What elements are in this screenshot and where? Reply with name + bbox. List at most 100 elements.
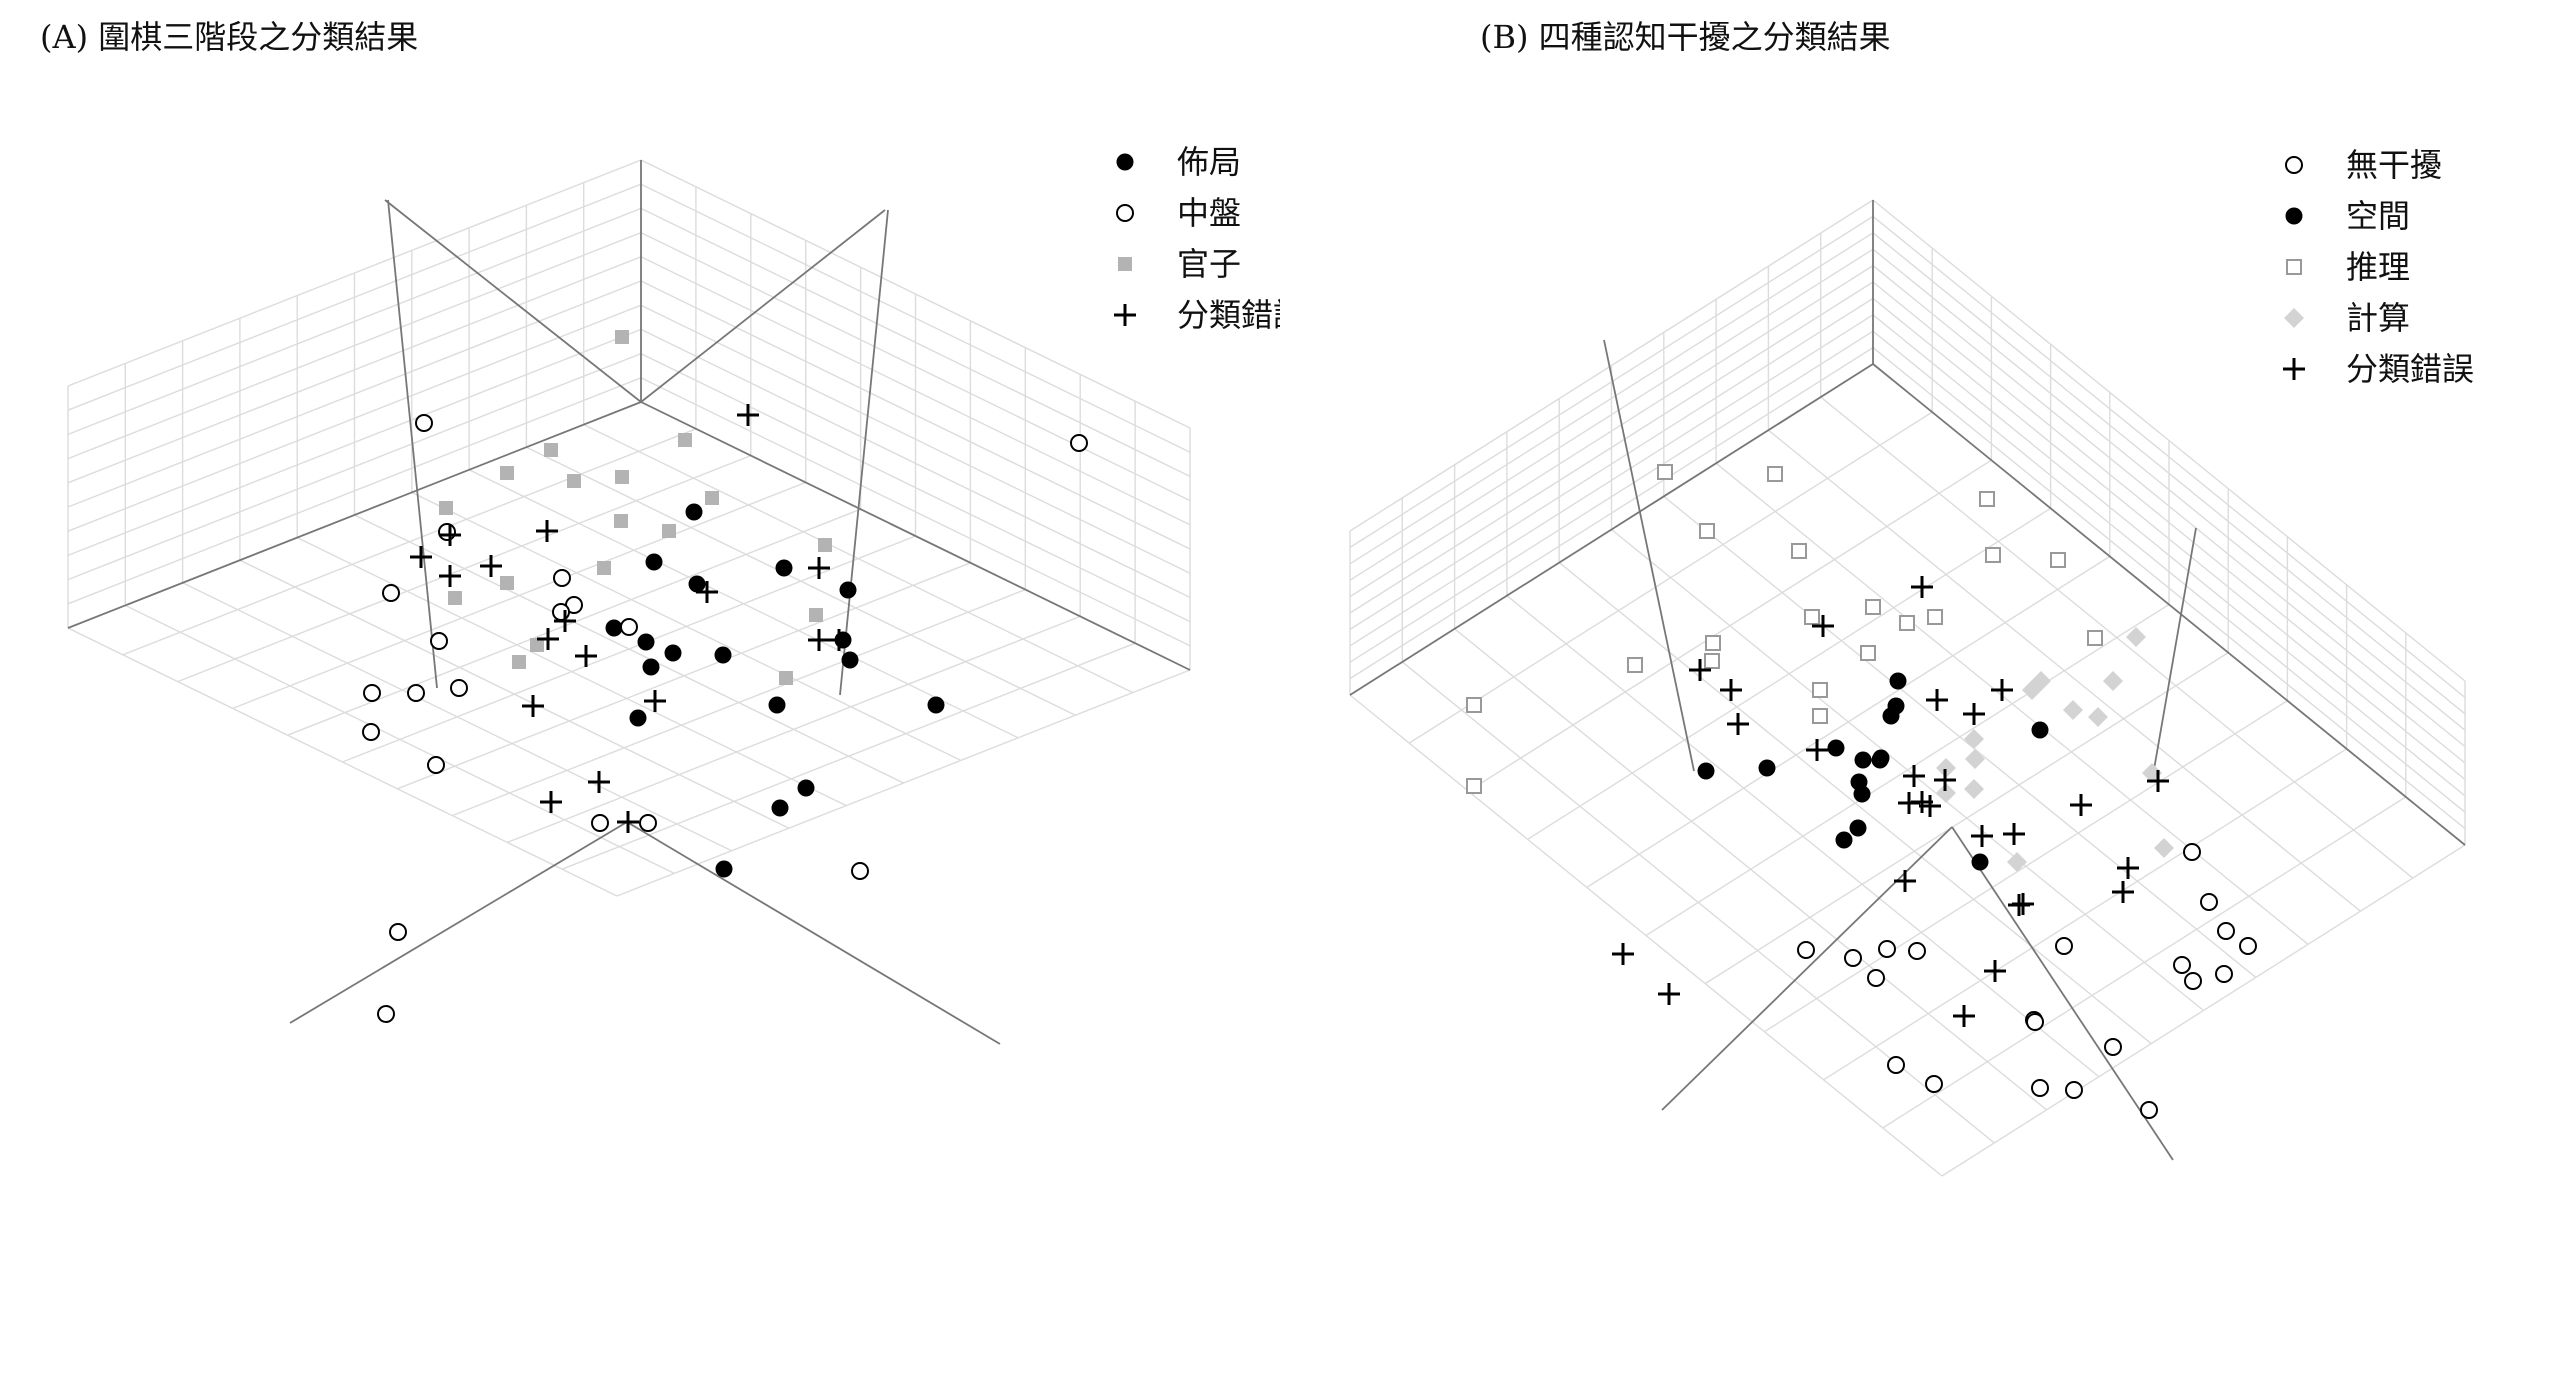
data-point: [614, 514, 628, 528]
data-point: [2063, 700, 2083, 720]
data-point: [1812, 708, 1828, 724]
data-point: [430, 632, 448, 650]
data-point: [1797, 941, 1815, 959]
axis-line: [67, 401, 642, 629]
data-point: [362, 723, 380, 741]
data-point: [688, 575, 706, 593]
data-point: [1882, 707, 1900, 725]
data-point: [662, 524, 676, 538]
data-point: [552, 603, 570, 621]
data-point: [450, 679, 468, 697]
data-point: [382, 584, 400, 602]
data-point: [2103, 671, 2123, 691]
data-point: [1953, 1005, 1975, 1027]
data-point: [1827, 739, 1845, 757]
data-point: [809, 608, 823, 622]
data-point: [1697, 762, 1715, 780]
data-point: [2200, 893, 2218, 911]
data-point: [1758, 759, 1776, 777]
legend-marker: [1116, 204, 1134, 222]
axis-line: [2151, 527, 2197, 782]
legend-marker: [1116, 153, 1134, 171]
grid-line: [640, 159, 1191, 429]
grid-line: [124, 604, 675, 875]
data-point: [1898, 792, 1920, 814]
data-point: [678, 433, 692, 447]
data-point: [2173, 956, 2191, 974]
data-point: [1812, 682, 1828, 698]
grid-line: [1823, 748, 2347, 1081]
data-point: [2087, 630, 2103, 646]
data-point: [1806, 739, 1828, 761]
grid-line: [616, 669, 1191, 897]
legend-marker: [2284, 308, 2304, 328]
data-point: [1854, 751, 1872, 769]
data-points: [1466, 464, 2257, 1119]
data-point: [768, 696, 786, 714]
axis-line: [384, 199, 642, 403]
data-point: [737, 404, 759, 426]
axis-line: [387, 199, 438, 689]
grid-line: [67, 207, 642, 436]
grid-line: [67, 627, 618, 897]
data-point: [705, 491, 719, 505]
data-point: [553, 569, 571, 587]
data-point: [1927, 609, 1943, 625]
data-point: [2184, 972, 2202, 990]
data-point: [1985, 547, 2001, 563]
data-point: [1867, 969, 1885, 987]
data-point: [715, 860, 733, 878]
data-point: [591, 814, 609, 832]
data-point: [438, 523, 456, 541]
data-point: [1767, 466, 1783, 482]
data-point: [544, 443, 558, 457]
data-point: [363, 684, 381, 702]
legend-label: 中盤: [1177, 194, 1241, 232]
legend-marker: [2283, 358, 2305, 380]
data-point: [1704, 653, 1720, 669]
data-point: [1971, 853, 1989, 871]
data-point: [1963, 703, 1985, 725]
data-point: [828, 629, 850, 651]
data-point: [2003, 823, 2025, 845]
axis-line: [1951, 826, 2174, 1161]
data-point: [645, 553, 663, 571]
data-point: [1971, 825, 1993, 847]
data-point: [2126, 627, 2146, 647]
grid-line: [640, 231, 1191, 502]
data-point: [2088, 707, 2108, 727]
data-point: [841, 651, 859, 669]
data-point: [615, 330, 629, 344]
data-point: [1727, 713, 1749, 735]
data-point: [427, 756, 445, 774]
data-point: [1070, 434, 1088, 452]
data-point: [1853, 785, 1871, 803]
data-point: [615, 470, 629, 484]
grid-line: [1872, 232, 2466, 715]
data-point: [1627, 657, 1643, 673]
data-point: [2022, 680, 2042, 700]
data-point: [1889, 672, 1907, 690]
data-point: [2050, 552, 2066, 568]
data-point: [540, 791, 562, 813]
grid-line: [1872, 248, 2466, 731]
data-point: [2147, 770, 2169, 792]
grid-lines: [1349, 199, 2466, 1177]
data-point: [439, 524, 461, 546]
grid-line: [1872, 281, 2466, 764]
data-point: [851, 862, 869, 880]
data-point: [839, 581, 857, 599]
data-point: [1903, 765, 1925, 787]
data-point: [2031, 721, 2049, 739]
data-point: [500, 576, 514, 590]
grid-line: [182, 582, 732, 852]
data-point: [575, 645, 597, 667]
grid-line: [1349, 215, 1874, 548]
data-point: [2055, 937, 2073, 955]
grid-line: [640, 183, 1191, 453]
data-point: [439, 501, 453, 515]
grid-line: [1882, 796, 2407, 1129]
data-point: [1894, 870, 1916, 892]
grid-line: [67, 256, 642, 484]
